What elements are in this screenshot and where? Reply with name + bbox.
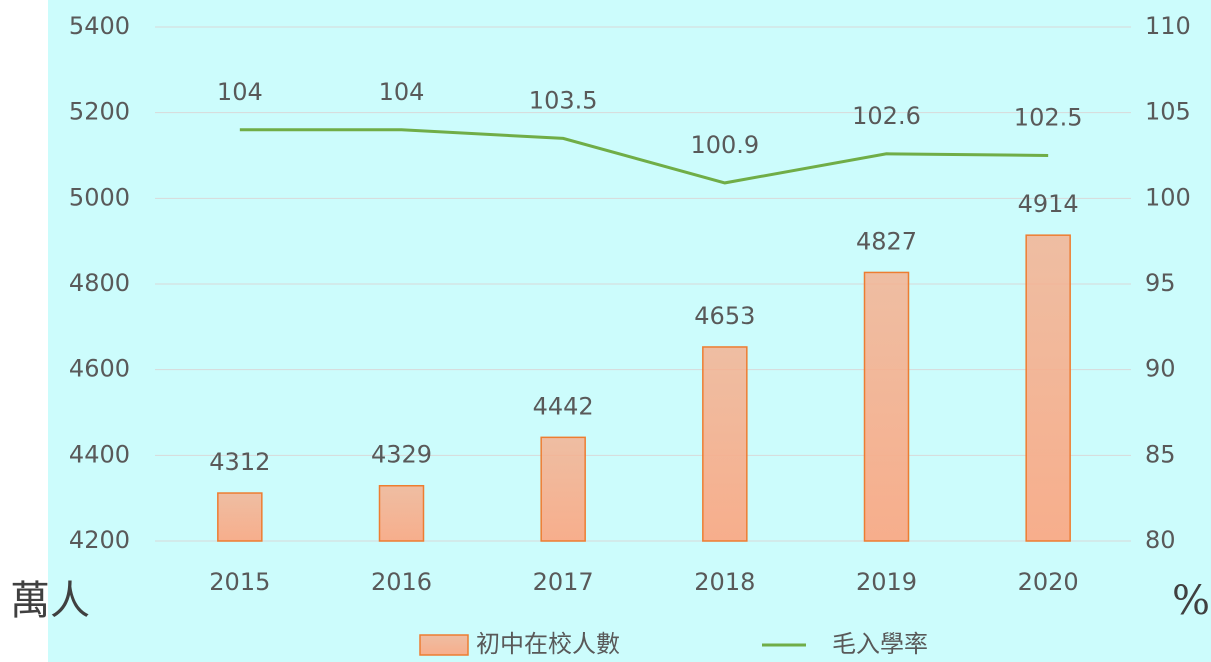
bar-value-label: 4827	[856, 227, 917, 255]
bar	[378, 484, 425, 542]
y2-tick-label: 95	[1145, 269, 1176, 297]
y-tick-label: 4600	[69, 355, 130, 383]
y-tick-label: 5200	[69, 98, 130, 126]
y-tick-label: 5400	[69, 12, 130, 40]
line-value-label: 100.9	[690, 131, 759, 159]
line-value-label: 102.5	[1014, 104, 1083, 132]
bar	[863, 271, 910, 542]
bar-value-label: 4312	[209, 448, 270, 476]
y2-axis-label: %	[1172, 578, 1210, 624]
x-tick-label: 2016	[371, 568, 432, 596]
x-tick-label: 2018	[694, 568, 755, 596]
y-tick-label: 4800	[69, 269, 130, 297]
line-value-label: 104	[217, 78, 263, 106]
legend-label: 初中在校人數	[476, 630, 620, 658]
x-tick-label: 2020	[1018, 568, 1079, 596]
bar	[217, 492, 263, 542]
y2-tick-label: 110	[1145, 12, 1191, 40]
legend-swatch	[419, 634, 469, 656]
x-tick-label: 2017	[533, 568, 594, 596]
bar	[540, 436, 586, 542]
line	[239, 128, 1049, 185]
bar	[702, 346, 748, 542]
x-tick-label: 2019	[856, 568, 917, 596]
y2-tick-label: 90	[1145, 355, 1176, 383]
bar	[1025, 234, 1071, 542]
line-value-label: 103.5	[529, 86, 598, 114]
x-tick-label: 2015	[209, 568, 270, 596]
y-tick-label: 4200	[69, 526, 130, 554]
y-tick-label: 4400	[69, 440, 130, 468]
y-axis-label: 萬人	[10, 578, 90, 624]
y2-tick-label: 105	[1145, 98, 1191, 126]
bar-value-label: 4329	[371, 441, 432, 469]
bar-value-label: 4442	[533, 392, 594, 420]
y2-tick-label: 100	[1145, 183, 1191, 211]
plot-background	[48, 0, 1211, 662]
line-value-label: 102.6	[852, 102, 921, 130]
bar-value-label: 4914	[1018, 190, 1079, 218]
line-value-label: 104	[379, 78, 425, 106]
y2-tick-label: 80	[1145, 526, 1176, 554]
legend-label: 毛入學率	[832, 630, 928, 658]
bar-value-label: 4653	[694, 302, 755, 330]
y2-tick-label: 85	[1145, 440, 1176, 468]
y-tick-label: 5000	[69, 183, 130, 211]
